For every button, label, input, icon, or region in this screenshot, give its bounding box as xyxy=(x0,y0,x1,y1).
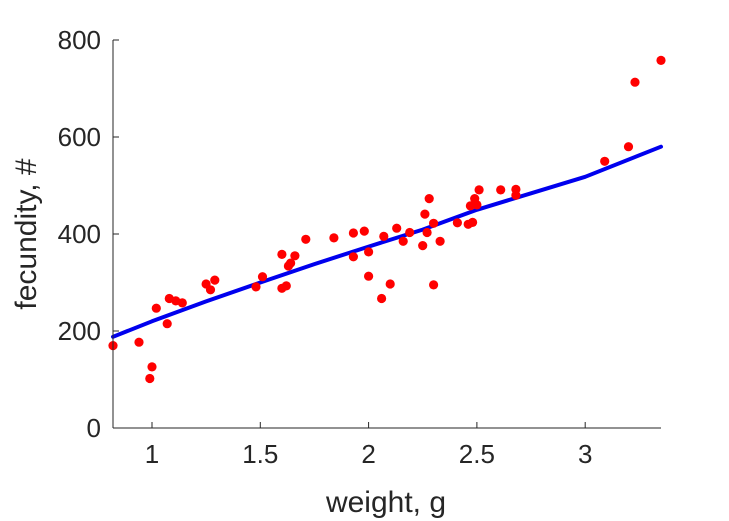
data-point xyxy=(429,218,439,228)
y-tick-label: 800 xyxy=(58,25,101,55)
data-point xyxy=(162,319,172,329)
data-point xyxy=(420,209,430,219)
data-point xyxy=(600,156,610,166)
data-point xyxy=(424,194,434,204)
data-point xyxy=(147,362,157,372)
data-point xyxy=(348,252,358,262)
data-point xyxy=(205,285,216,295)
data-point xyxy=(329,233,339,243)
data-point xyxy=(379,231,389,241)
data-point xyxy=(418,241,428,251)
x-tick-label: 2.5 xyxy=(459,439,495,469)
x-axis-label: weight, g xyxy=(325,486,446,519)
data-point xyxy=(281,281,291,291)
data-point xyxy=(496,185,506,195)
data-point xyxy=(435,236,445,246)
data-point xyxy=(134,337,144,347)
fit-curve-layer xyxy=(111,144,663,339)
data-point xyxy=(301,234,311,244)
data-point xyxy=(210,275,220,285)
y-tick-label: 0 xyxy=(87,413,101,443)
x-tick-label: 3 xyxy=(578,439,592,469)
data-point xyxy=(452,218,462,228)
data-point xyxy=(511,184,521,194)
data-point xyxy=(422,227,432,238)
y-axis-label: fecundity, # xyxy=(10,158,43,310)
data-point xyxy=(377,293,387,304)
data-point xyxy=(472,200,482,210)
x-tick-label: 2 xyxy=(361,439,375,469)
data-point xyxy=(348,228,358,238)
data-point xyxy=(429,280,439,290)
data-point xyxy=(405,227,415,238)
x-tick-label: 1 xyxy=(145,439,159,469)
data-point xyxy=(290,251,300,261)
data-point xyxy=(286,258,296,268)
data-point xyxy=(385,279,395,289)
data-point xyxy=(364,247,374,257)
data-point xyxy=(257,272,268,282)
y-tick-label: 200 xyxy=(58,316,101,346)
data-point xyxy=(630,77,640,87)
data-point xyxy=(656,55,666,65)
data-point xyxy=(364,271,374,281)
fit-curve xyxy=(111,144,663,339)
data-point xyxy=(392,223,402,233)
y-tick-label: 400 xyxy=(58,219,101,249)
data-point xyxy=(474,185,484,195)
data-point xyxy=(623,142,634,152)
data-point xyxy=(359,226,369,236)
scatter-points-layer xyxy=(108,55,666,384)
data-point xyxy=(468,217,478,227)
data-point xyxy=(251,282,261,292)
data-point xyxy=(177,298,187,308)
data-point xyxy=(398,236,408,246)
axes-layer: 1 1.5 2 2.5 3 0 200 400 600 800 xyxy=(58,25,661,469)
data-point xyxy=(151,303,161,313)
y-tick-label: 600 xyxy=(58,122,101,152)
x-tick-label: 1.5 xyxy=(242,439,278,469)
data-point xyxy=(277,249,287,259)
data-point xyxy=(145,373,155,384)
